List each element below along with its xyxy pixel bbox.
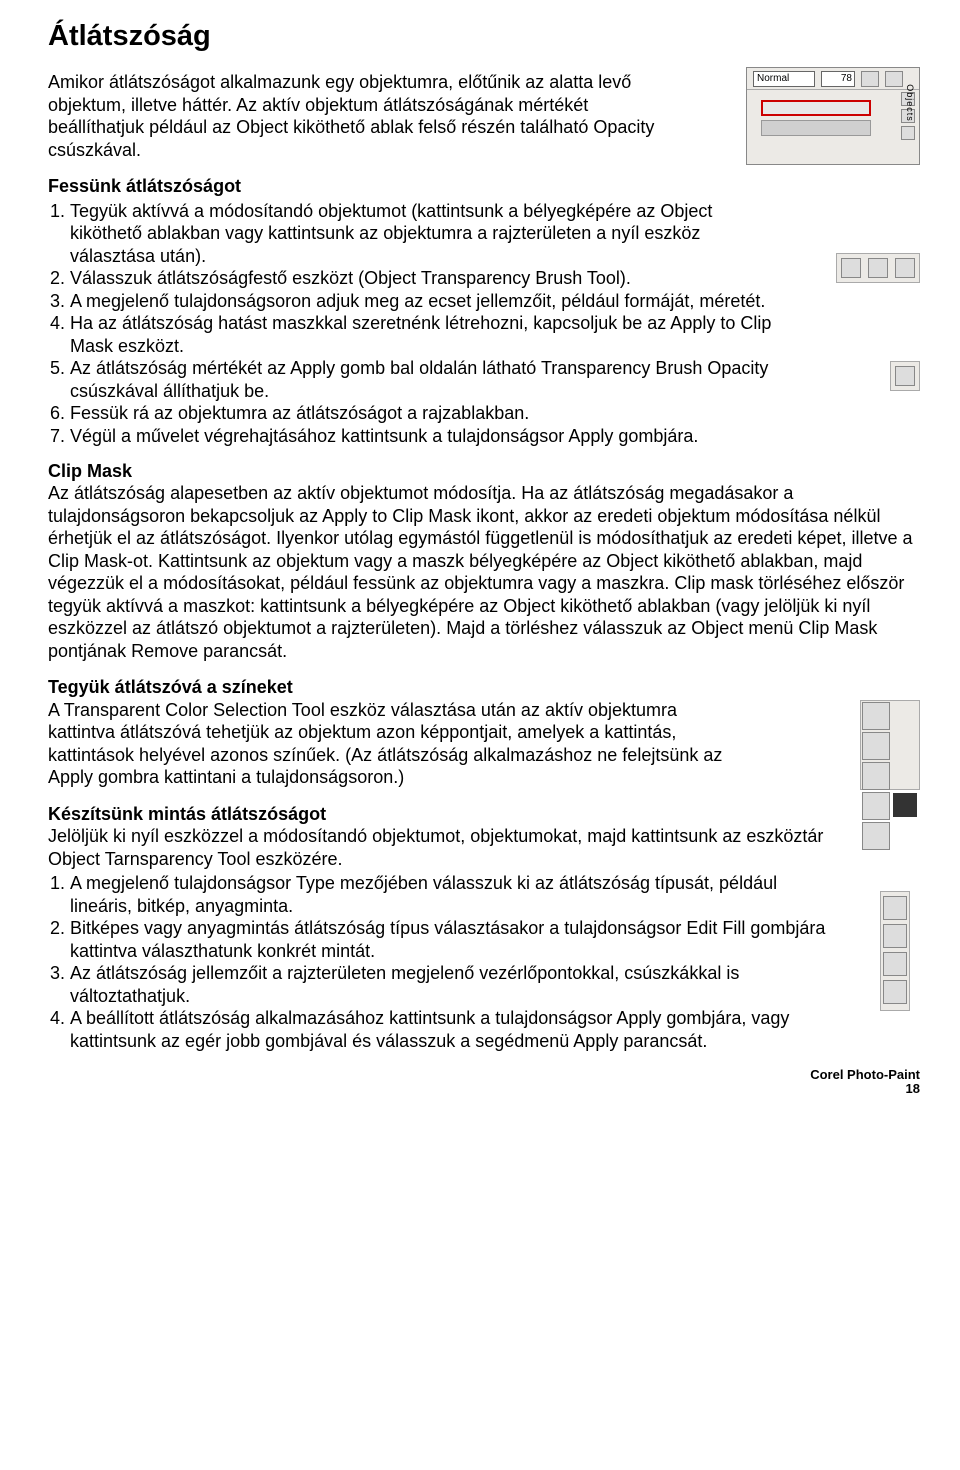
section-clip-mask: Clip Mask Az átlátszóság alapesetben az … (48, 461, 920, 662)
apply-icon[interactable] (895, 366, 915, 386)
tool-icon[interactable] (883, 896, 907, 920)
tool-icon[interactable] (862, 702, 890, 730)
section2-heading: Clip Mask (48, 461, 920, 482)
color-tool-palette-mock (860, 700, 920, 790)
active-object-row[interactable] (761, 100, 871, 116)
section3-heading: Tegyük átlátszóvá a színeket (48, 676, 738, 699)
panel-side-label: Objects (905, 84, 915, 122)
page-footer: Corel Photo-Paint 18 (48, 1068, 920, 1097)
tool-icon[interactable] (862, 762, 890, 790)
brush-tool-icon[interactable] (868, 258, 888, 278)
panel-btn-icon[interactable] (885, 71, 903, 87)
list-item: Az átlátszóság jellemzőit a rajzterülete… (70, 962, 828, 1007)
section1-list: Tegyük aktívvá a módosítandó objektumot … (48, 200, 788, 448)
list-item: Tegyük aktívvá a módosítandó objektumot … (70, 200, 788, 268)
opacity-slider-icon[interactable] (861, 71, 879, 87)
footer-product: Corel Photo-Paint (48, 1068, 920, 1082)
section3-body: A Transparent Color Selection Tool eszkö… (48, 699, 738, 789)
list-item: Ha az átlátszóság hatást maszkkal szeret… (70, 312, 788, 357)
blend-mode-combo[interactable]: Normal (753, 71, 815, 87)
list-item: A megjelenő tulajdonságsoron adjuk meg a… (70, 290, 788, 313)
list-item: Az átlátszóság mértékét az Apply gomb ba… (70, 357, 788, 402)
intro-block: Amikor átlátszóságot alkalmazunk egy obj… (48, 71, 920, 161)
list-item: Végül a művelet végrehajtásához kattints… (70, 425, 788, 448)
section-paint-transparency: Fessünk átlátszóságot Tegyük aktívvá a m… (48, 175, 920, 447)
brush-toolbar-mock (836, 253, 920, 283)
section2-body: Az átlátszóság alapesetben az aktív obje… (48, 482, 920, 662)
section1-heading: Fessünk átlátszóságot (48, 175, 788, 198)
intro-text: Amikor átlátszóságot alkalmazunk egy obj… (48, 71, 678, 161)
section-color-transparency: Tegyük átlátszóvá a színeket A Transpare… (48, 676, 920, 789)
brush-tool-icon[interactable] (895, 258, 915, 278)
list-item: A beállított átlátszóság alkalmazásához … (70, 1007, 828, 1052)
tool-icon[interactable] (883, 952, 907, 976)
list-item: Fessük rá az objektumra az átlátszóságot… (70, 402, 788, 425)
list-item: Válasszuk átlátszóságfestő eszközt (Obje… (70, 267, 788, 290)
background-row[interactable] (761, 120, 871, 136)
list-item: A megjelenő tulajdonságsor Type mezőjébe… (70, 872, 828, 917)
section-pattern-transparency: Készítsünk mintás átlátszóságot Jelöljük… (48, 803, 920, 1053)
section4-list: A megjelenő tulajdonságsor Type mezőjébe… (48, 872, 828, 1052)
tool-icon[interactable] (883, 980, 907, 1004)
brush-tool-icon[interactable] (841, 258, 861, 278)
footer-page-number: 18 (48, 1082, 920, 1096)
section4-lead: Jelöljük ki nyíl eszközzel a módosítandó… (48, 825, 828, 870)
tool-icon[interactable] (862, 732, 890, 760)
transparency-toolbar-mock (880, 891, 910, 1011)
page-title: Átlátszóság (48, 20, 920, 53)
list-item: Bitképes vagy anyagmintás átlátszóság tí… (70, 917, 828, 962)
opacity-value[interactable]: 78 (821, 71, 855, 87)
objects-panel-mock: Normal 78 Objects (746, 67, 920, 165)
panel-side-icon[interactable] (901, 126, 915, 140)
apply-button-mock (890, 361, 920, 391)
section4-heading: Készítsünk mintás átlátszóságot (48, 803, 828, 826)
tool-icon[interactable] (883, 924, 907, 948)
